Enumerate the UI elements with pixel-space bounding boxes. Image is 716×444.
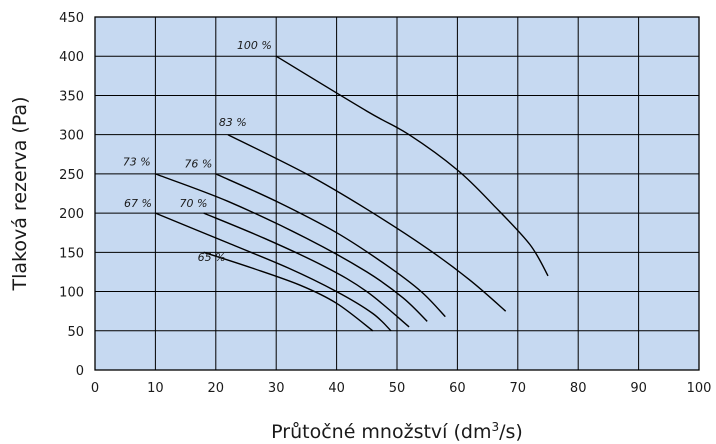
y-tick-label-450: 450 [59, 11, 84, 26]
x-tick-labels: 0 10 20 30 40 50 60 70 80 90 100 [91, 381, 712, 396]
x-tick-label-70: 70 [510, 381, 527, 396]
curve-label-100-percent: 100 % [237, 39, 272, 52]
plot-border [94, 16, 700, 371]
curve-65-percent [203, 251, 374, 332]
y-tick-label-300: 300 [59, 129, 84, 144]
y-tick-label-0: 0 [76, 364, 84, 379]
grid-lines [94, 16, 700, 371]
x-axis-title-tail: /s) [499, 421, 523, 443]
curve-83-percent [227, 134, 507, 312]
curve-label-65-percent: 65 % [198, 251, 226, 264]
y-axis-title: Tlaková rezerva (Pa) [9, 97, 31, 292]
y-tick-label-250: 250 [59, 168, 84, 183]
x-tick-label-60: 60 [449, 381, 466, 396]
curve-label-67-percent: 67 % [124, 197, 152, 210]
x-tick-label-90: 90 [630, 381, 647, 396]
x-tick-label-20: 20 [208, 381, 225, 396]
curve-label-70-percent: 70 % [180, 197, 208, 210]
y-tick-label-200: 200 [59, 207, 84, 222]
curve-labels: 100 % 83 % 76 % 73 % 70 % 67 % 65 % [123, 39, 272, 264]
y-tick-label-400: 400 [59, 50, 84, 65]
x-tick-label-50: 50 [389, 381, 406, 396]
x-axis-title: Průtočné množství (dm3/s) [271, 420, 523, 443]
y-tick-label-50: 50 [67, 325, 84, 340]
curve-100-percent [275, 55, 549, 277]
curve-76-percent [215, 173, 446, 318]
x-tick-label-80: 80 [570, 381, 587, 396]
x-tick-label-0: 0 [91, 381, 99, 396]
x-tick-label-30: 30 [268, 381, 285, 396]
curve-label-83-percent: 83 % [219, 116, 247, 129]
curve-label-76-percent: 76 % [184, 158, 212, 171]
curves [155, 55, 549, 332]
y-tick-label-350: 350 [59, 89, 84, 104]
y-tick-label-150: 150 [59, 246, 84, 261]
y-tick-label-100: 100 [59, 286, 84, 301]
curve-70-percent [203, 212, 410, 328]
x-tick-label-40: 40 [328, 381, 345, 396]
x-tick-label-100: 100 [687, 381, 712, 396]
curve-label-73-percent: 73 % [123, 155, 151, 168]
y-tick-labels: 0 50 100 150 200 250 300 350 400 450 [59, 11, 84, 379]
curve-73-percent [155, 173, 428, 322]
x-axis-title-superscript: 3 [491, 420, 499, 434]
curve-67-percent [155, 212, 392, 332]
x-tick-label-10: 10 [147, 381, 164, 396]
